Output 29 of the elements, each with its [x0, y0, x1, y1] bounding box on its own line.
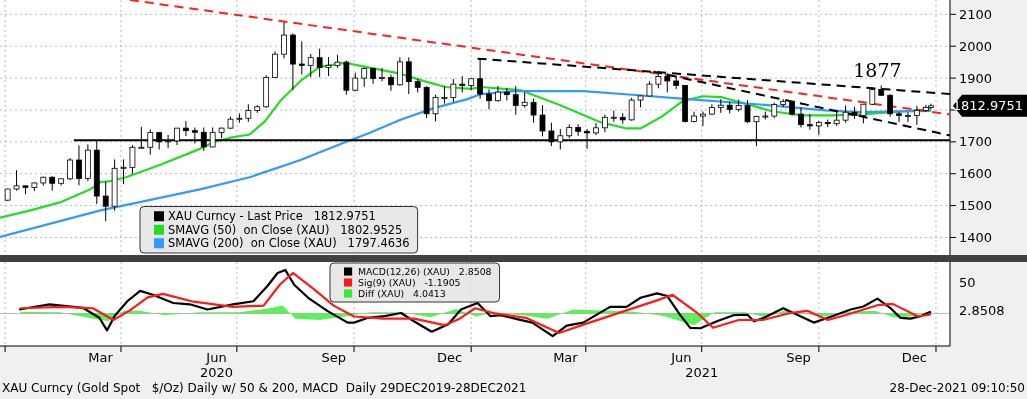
x-tick-label: Mar [553, 350, 579, 365]
annotation: 1877 [853, 59, 902, 82]
legend-label: SMAVG (200) on Close (XAU) 1797.4636 [168, 236, 410, 251]
y-tick-label: 1400 [959, 230, 993, 246]
text: 50 [959, 274, 976, 290]
y-tick-label: 2000 [959, 38, 993, 54]
y-tick-label: 2100 [959, 6, 993, 22]
legend-label: Diff (XAU) 4.0413 [358, 287, 446, 299]
legend-label: Sig(9) (XAU) -1.1905 [358, 276, 461, 288]
x2-tick-label: 2021 [685, 365, 719, 380]
y-tick-label: 1900 [959, 70, 993, 86]
x-tick-label: Sep [786, 350, 811, 365]
y-tick-label: 1600 [959, 166, 993, 182]
text: 28-Dec-2021 09:10:50 [889, 381, 1025, 395]
x-tick-label: Jun [205, 350, 227, 365]
text: XAU Curncy (Gold Spot $/Oz) Daily w/ 50 & 200, MACD Daily 29DEC2019-28DEC2021 [2, 381, 527, 395]
x-tick-label: Dec [901, 350, 927, 365]
x-tick-label: Dec [436, 350, 463, 365]
x-tick-label: Sep [321, 350, 346, 365]
annotation: 1812.9751 [952, 98, 1023, 114]
x-tick-label: Mar [88, 350, 114, 365]
text: 2.8508 [959, 302, 1005, 318]
x-tick-label: Jun [670, 350, 692, 365]
legend-label: MACD(12,26) (XAU) 2.8508 [358, 265, 492, 277]
y-tick-label: 1700 [959, 134, 993, 150]
y-tick-label: 1500 [959, 198, 993, 214]
x2-tick-label: 2020 [199, 365, 234, 380]
legend-label: SMAVG (50) on Close (XAU) 1802.9525 [168, 222, 403, 237]
legend-label: XAU Curncy - Last Price 1812.9751 [168, 209, 376, 224]
